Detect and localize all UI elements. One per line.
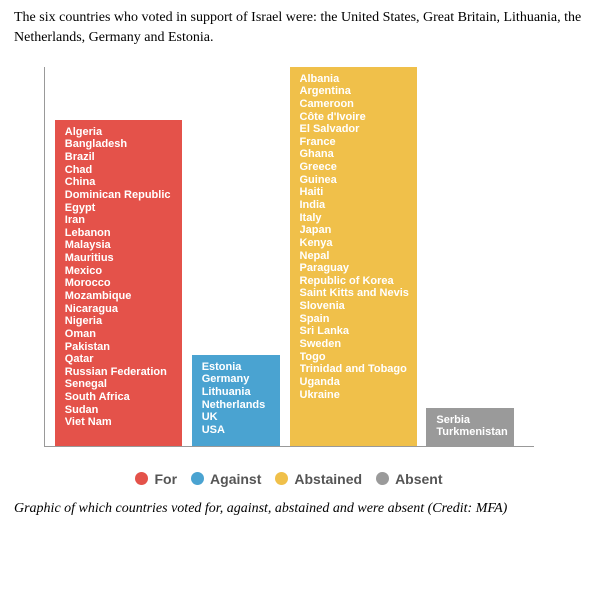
country-label: Côte d'Ivoire [300, 111, 413, 124]
country-label: Togo [300, 351, 413, 364]
country-label: Nigeria [65, 315, 178, 328]
country-label: Lebanon [65, 227, 178, 240]
country-label: Viet Nam [65, 416, 178, 429]
country-label: Qatar [65, 353, 178, 366]
country-label: France [300, 136, 413, 149]
legend-item-for: For [135, 471, 177, 487]
legend-dot-for [135, 472, 148, 485]
bar-for-labels: AlgeriaBangladeshBrazilChadChinaDominica… [65, 126, 178, 429]
country-label: Guinea [300, 174, 413, 187]
country-label: Ukraine [300, 389, 413, 402]
country-label: Iran [65, 214, 178, 227]
country-label: Algeria [65, 126, 178, 139]
bar-absent-labels: SerbiaTurkmenistan [436, 414, 510, 439]
country-label: Argentina [300, 85, 413, 98]
legend-dot-abstained [275, 472, 288, 485]
vote-chart: AlgeriaBangladeshBrazilChadChinaDominica… [44, 67, 534, 487]
country-label: Netherlands [202, 399, 276, 412]
country-label: Bangladesh [65, 138, 178, 151]
country-label: Egypt [65, 202, 178, 215]
country-label: Nepal [300, 250, 413, 263]
country-label: El Salvador [300, 123, 413, 136]
legend-item-against: Against [191, 471, 261, 487]
country-label: Germany [202, 373, 276, 386]
chart-caption: Graphic of which countries voted for, ag… [14, 499, 586, 519]
country-label: Mauritius [65, 252, 178, 265]
country-label: USA [202, 424, 276, 437]
country-label: Uganda [300, 376, 413, 389]
country-label: Albania [300, 73, 413, 86]
intro-paragraph: The six countries who voted in support o… [14, 8, 586, 49]
country-label: Russian Federation [65, 366, 178, 379]
legend-item-absent: Absent [376, 471, 442, 487]
country-label: Dominican Republic [65, 189, 178, 202]
country-label: Cameroon [300, 98, 413, 111]
country-label: Malaysia [65, 239, 178, 252]
legend-label: Abstained [294, 471, 362, 487]
country-label: Sri Lanka [300, 325, 413, 338]
country-label: Senegal [65, 378, 178, 391]
chart-legend: For Against Abstained Absent [44, 471, 534, 487]
country-label: South Africa [65, 391, 178, 404]
country-label: Morocco [65, 277, 178, 290]
bar-against-labels: EstoniaGermanyLithuaniaNetherlandsUKUSA [202, 361, 276, 437]
country-label: Greece [300, 161, 413, 174]
country-label: Ghana [300, 148, 413, 161]
country-label: Slovenia [300, 300, 413, 313]
country-label: Japan [300, 224, 413, 237]
country-label: Paraguay [300, 262, 413, 275]
bar-against: EstoniaGermanyLithuaniaNetherlandsUKUSA [192, 355, 280, 446]
country-label: Brazil [65, 151, 178, 164]
chart-plot: AlgeriaBangladeshBrazilChadChinaDominica… [44, 67, 534, 447]
country-label: Pakistan [65, 341, 178, 354]
legend-label: Against [210, 471, 261, 487]
country-label: Spain [300, 313, 413, 326]
legend-dot-absent [376, 472, 389, 485]
country-label: Mexico [65, 265, 178, 278]
country-label: Haiti [300, 186, 413, 199]
country-label: Trinidad and Tobago [300, 363, 413, 376]
legend-label: Absent [395, 471, 442, 487]
legend-item-abstained: Abstained [275, 471, 362, 487]
country-label: Republic of Korea [300, 275, 413, 288]
country-label: Oman [65, 328, 178, 341]
legend-dot-against [191, 472, 204, 485]
country-label: Turkmenistan [436, 426, 510, 439]
bar-abstained-labels: AlbaniaArgentinaCameroonCôte d'IvoireEl … [300, 73, 413, 402]
country-label: Nicaragua [65, 303, 178, 316]
country-label: Italy [300, 212, 413, 225]
country-label: China [65, 176, 178, 189]
country-label: Lithuania [202, 386, 276, 399]
country-label: Serbia [436, 414, 510, 427]
bar-abstained: AlbaniaArgentinaCameroonCôte d'IvoireEl … [290, 67, 417, 446]
country-label: Mozambique [65, 290, 178, 303]
country-label: Chad [65, 164, 178, 177]
country-label: Kenya [300, 237, 413, 250]
bar-for: AlgeriaBangladeshBrazilChadChinaDominica… [55, 120, 182, 446]
country-label: Estonia [202, 361, 276, 374]
country-label: Sweden [300, 338, 413, 351]
country-label: Saint Kitts and Nevis [300, 287, 413, 300]
legend-label: For [154, 471, 177, 487]
country-label: Sudan [65, 404, 178, 417]
bar-absent: SerbiaTurkmenistan [426, 408, 514, 446]
country-label: UK [202, 411, 276, 424]
country-label: India [300, 199, 413, 212]
